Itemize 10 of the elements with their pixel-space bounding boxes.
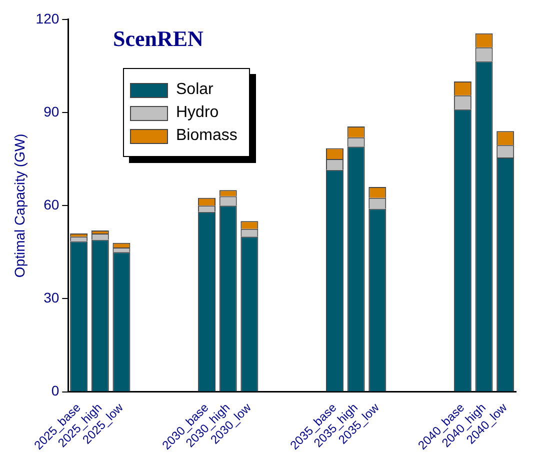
y-tick-label: 60 [44, 196, 60, 212]
chart-title: ScenREN [113, 26, 204, 52]
y-tick-label: 90 [44, 103, 60, 120]
legend-label: Solar [176, 81, 214, 99]
y-tick-label: 0 [51, 382, 60, 399]
y-tick-label: 30 [44, 290, 60, 306]
y-tick-label: 120 [36, 10, 60, 26]
y-axis-title: Optimal Capacity (GW) [11, 134, 28, 278]
legend-label: Hydro [176, 104, 219, 122]
legend-label: Biomass [176, 127, 238, 145]
